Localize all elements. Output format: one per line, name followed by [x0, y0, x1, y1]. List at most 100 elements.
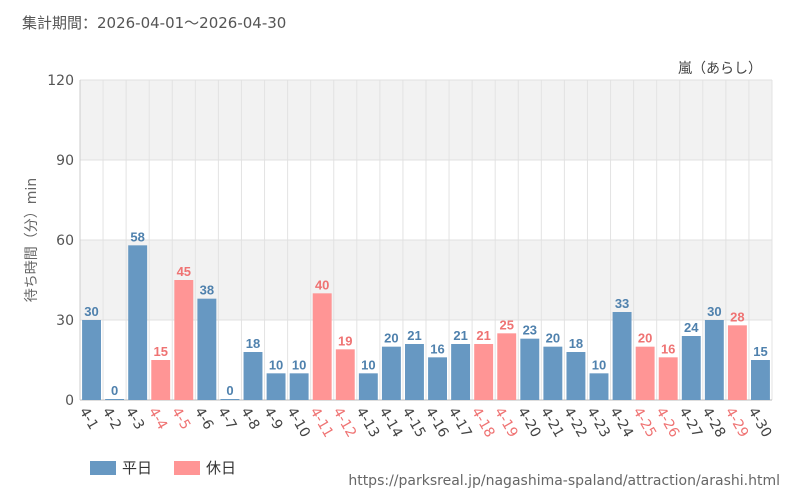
- bar-value-label: 10: [269, 357, 283, 372]
- x-tick-label: 4-19: [491, 405, 521, 441]
- x-tick-label: 4-4: [145, 405, 170, 433]
- x-tick-labels: 4-14-24-34-44-54-64-74-84-94-104-114-124…: [76, 405, 775, 441]
- y-tick-label: 60: [56, 233, 74, 249]
- x-tick-label: 4-27: [675, 405, 705, 441]
- legend-item-holiday: 休日: [174, 457, 236, 478]
- x-tick-label: 4-14: [376, 405, 406, 441]
- x-tick-label: 4-2: [99, 405, 124, 433]
- bar: [543, 346, 563, 400]
- x-tick-label: 4-17: [445, 405, 475, 441]
- bar: [335, 349, 355, 400]
- x-tick-label: 4-24: [606, 405, 636, 441]
- y-tick-label: 120: [47, 73, 74, 89]
- bar: [635, 346, 655, 400]
- horizontal-gridlines: [79, 79, 772, 401]
- legend-item-weekday: 平日: [90, 457, 152, 478]
- bar-value-label: 16: [430, 341, 444, 356]
- bar: [197, 298, 217, 400]
- bar-value-label: 21: [453, 328, 467, 343]
- bar: [704, 320, 724, 400]
- x-tick-label: 4-5: [168, 405, 193, 433]
- bar-value-label: 30: [707, 304, 721, 319]
- legend-label-weekday: 平日: [122, 459, 153, 477]
- x-tick-label: 4-7: [214, 405, 239, 433]
- bar-value-label: 38: [200, 283, 214, 298]
- bar-value-label: 10: [292, 357, 306, 372]
- bar-value-label: 20: [384, 331, 398, 346]
- bar-value-label: 30: [84, 304, 98, 319]
- bar: [243, 352, 263, 400]
- legend-label-holiday: 休日: [206, 459, 237, 477]
- y-tick-label: 90: [56, 153, 74, 169]
- x-tick-label: 4-1: [76, 405, 101, 433]
- bar: [381, 346, 401, 400]
- x-tick-label: 4-16: [422, 405, 452, 441]
- bar-value-label: 0: [226, 383, 233, 398]
- x-tick-label: 4-30: [745, 405, 775, 441]
- value-labels: 30 0 58 15 45 38 0 18 10 10 40 19 10 20 21 16 21 21 25 23 20…: [84, 229, 767, 398]
- legend-swatch-holiday: [174, 460, 201, 475]
- bar-series: [82, 245, 770, 400]
- bar: [105, 399, 125, 400]
- x-tick-label: 4-8: [237, 405, 262, 433]
- x-tick-label: 4-29: [722, 405, 752, 441]
- bar: [727, 325, 747, 400]
- x-tick-label: 4-9: [260, 405, 285, 433]
- x-tick-label: 4-25: [629, 405, 659, 441]
- bar: [128, 245, 148, 400]
- x-tick-label: 4-26: [652, 405, 682, 441]
- bar-value-label: 24: [684, 320, 699, 335]
- bar-value-label: 0: [111, 383, 118, 398]
- x-tick-label: 4-15: [399, 405, 429, 441]
- bar-value-label: 16: [661, 341, 675, 356]
- bar-value-label: 19: [338, 333, 352, 348]
- bar-value-label: 45: [177, 264, 191, 279]
- bar: [520, 338, 540, 400]
- source-url: https://parksreal.jp/nagashima-spaland/a…: [348, 473, 780, 489]
- legend: 平日 休日: [90, 457, 258, 478]
- x-tick-label: 4-23: [583, 405, 613, 441]
- bar: [151, 360, 171, 400]
- x-tick-label: 4-12: [329, 405, 359, 441]
- legend-swatch-weekday: [90, 460, 116, 475]
- bar-value-label: 10: [361, 357, 375, 372]
- bar: [681, 336, 701, 400]
- x-tick-label: 4-13: [353, 405, 383, 441]
- y-axis-label: 待ち時間（分）min: [24, 178, 40, 302]
- bar-value-label: 58: [130, 229, 144, 244]
- bar: [220, 399, 240, 400]
- x-tick-label: 4-21: [537, 405, 567, 441]
- period-label: 集計期間：2026-04-01〜2026-04-30: [22, 14, 287, 32]
- bar-value-label: 40: [315, 277, 329, 292]
- bar: [174, 280, 194, 400]
- bar: [266, 373, 286, 400]
- x-tick-label: 4-22: [560, 405, 590, 441]
- bar: [82, 320, 101, 400]
- bar-value-label: 10: [592, 357, 606, 372]
- bar: [358, 373, 378, 400]
- bar-value-label: 21: [407, 328, 421, 343]
- bar-value-label: 28: [730, 309, 744, 324]
- bar: [658, 357, 678, 400]
- bar: [589, 373, 609, 400]
- bar-value-label: 18: [569, 336, 583, 351]
- bar-value-label: 25: [499, 317, 513, 332]
- bar-value-label: 15: [153, 344, 167, 359]
- bar-value-label: 23: [523, 323, 537, 338]
- bar: [474, 344, 494, 400]
- x-tick-label: 4-3: [122, 405, 147, 433]
- bar: [612, 312, 632, 400]
- bar: [289, 373, 309, 400]
- bar-value-label: 18: [246, 336, 260, 351]
- x-tick-label: 4-11: [306, 405, 336, 441]
- x-tick-label: 4-28: [699, 405, 729, 441]
- bar-value-label: 33: [615, 296, 629, 311]
- chart-title: 嵐（あらし）: [678, 61, 762, 77]
- bar: [751, 360, 770, 400]
- bar: [405, 344, 424, 400]
- bar: [428, 357, 447, 400]
- y-tick-label: 30: [56, 313, 74, 329]
- bar-value-label: 20: [638, 331, 652, 346]
- bar-value-label: 20: [546, 331, 560, 346]
